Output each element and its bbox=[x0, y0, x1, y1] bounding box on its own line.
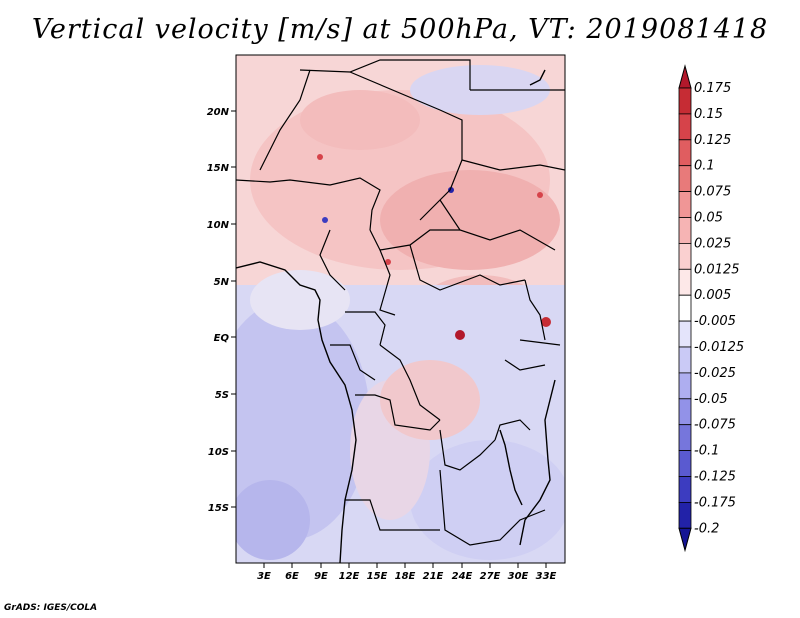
y-tick-label: 15N bbox=[207, 163, 230, 174]
colorbar-label: -0.05 bbox=[694, 392, 728, 407]
x-tick-label: 21E bbox=[423, 571, 444, 582]
y-tick-label: 20N bbox=[207, 107, 230, 118]
colorbar-top-arrow bbox=[678, 64, 692, 89]
x-axis: 3E 6E 9E 12E 15E 18E 21E 24E 27E 30E 33E bbox=[257, 563, 557, 582]
colorbar-label: 0.15 bbox=[694, 107, 723, 122]
colorbar-swatch bbox=[678, 191, 692, 218]
colorbar-label: 0.125 bbox=[694, 133, 731, 148]
colorbar-swatch bbox=[678, 217, 692, 244]
y-tick-label: 5S bbox=[215, 390, 229, 401]
x-tick-label: 9E bbox=[314, 571, 328, 582]
colorbar-swatch bbox=[678, 294, 692, 322]
x-tick-label: 15E bbox=[367, 571, 388, 582]
colorbar-label: 0.175 bbox=[694, 81, 731, 96]
x-tick-label: 24E bbox=[452, 571, 473, 582]
colorbar-label: 0.0125 bbox=[694, 262, 740, 277]
colorbar-label: -0.0125 bbox=[694, 340, 744, 355]
colorbar-swatch bbox=[678, 346, 692, 374]
y-tick-label: EQ bbox=[214, 333, 230, 344]
grads-credit: GrADS: IGES/COLA bbox=[4, 603, 98, 613]
x-tick-label: 33E bbox=[536, 571, 557, 582]
colorbar-swatch bbox=[678, 87, 692, 115]
y-tick-label: 15S bbox=[208, 503, 229, 514]
colorbar-swatch bbox=[678, 476, 692, 503]
colorbar-label: -0.2 bbox=[694, 521, 719, 536]
colorbar-label: -0.005 bbox=[694, 314, 736, 329]
colorbar-swatch bbox=[678, 450, 692, 477]
colorbar-label: -0.025 bbox=[694, 366, 736, 381]
colorbar: 0.175 0.15 0.125 0.1 0.075 0.05 0.025 0.0125 0.0… bbox=[678, 64, 744, 553]
colorbar-swatch bbox=[678, 165, 692, 192]
colorbar-swatch bbox=[678, 139, 692, 167]
colorbar-label: 0.1 bbox=[694, 159, 715, 174]
colorbar-label: 0.005 bbox=[694, 288, 731, 303]
colorbar-swatch bbox=[678, 242, 692, 270]
x-tick-label: 12E bbox=[339, 571, 360, 582]
x-tick-label: 3E bbox=[257, 571, 271, 582]
colorbar-label: -0.125 bbox=[694, 470, 736, 485]
colorbar-label: -0.075 bbox=[694, 418, 736, 433]
y-tick-label: 10N bbox=[207, 220, 230, 231]
colorbar-bottom-arrow bbox=[678, 527, 692, 553]
x-tick-label: 6E bbox=[285, 571, 299, 582]
colorbar-label: 0.025 bbox=[694, 236, 731, 251]
colorbar-swatch bbox=[678, 501, 692, 529]
y-tick-label: 5N bbox=[214, 277, 230, 288]
colorbar-label: 0.05 bbox=[694, 211, 723, 226]
colorbar-swatch bbox=[678, 268, 692, 296]
country-boundaries bbox=[236, 59, 565, 546]
colorbar-label: 0.075 bbox=[694, 185, 731, 200]
y-tick-label: 10S bbox=[208, 447, 229, 458]
colorbar-swatch bbox=[678, 320, 692, 348]
x-tick-label: 27E bbox=[480, 571, 501, 582]
x-tick-label: 18E bbox=[395, 571, 416, 582]
colorbar-swatch bbox=[678, 424, 692, 452]
colorbar-label: -0.175 bbox=[694, 495, 736, 510]
coastline bbox=[236, 69, 556, 563]
map-frame bbox=[235, 54, 566, 564]
x-tick-label: 30E bbox=[508, 571, 529, 582]
colorbar-swatch bbox=[678, 372, 692, 400]
map-title: Vertical velocity [m/s] at 500hPa, VT: 2… bbox=[31, 14, 769, 45]
velocity-field bbox=[236, 55, 565, 563]
colorbar-swatch bbox=[678, 398, 692, 426]
colorbar-label: -0.1 bbox=[694, 444, 719, 459]
y-axis: 20N 15N 10N 5N EQ 5S 10S 15S bbox=[207, 107, 236, 514]
colorbar-swatch bbox=[678, 113, 692, 141]
